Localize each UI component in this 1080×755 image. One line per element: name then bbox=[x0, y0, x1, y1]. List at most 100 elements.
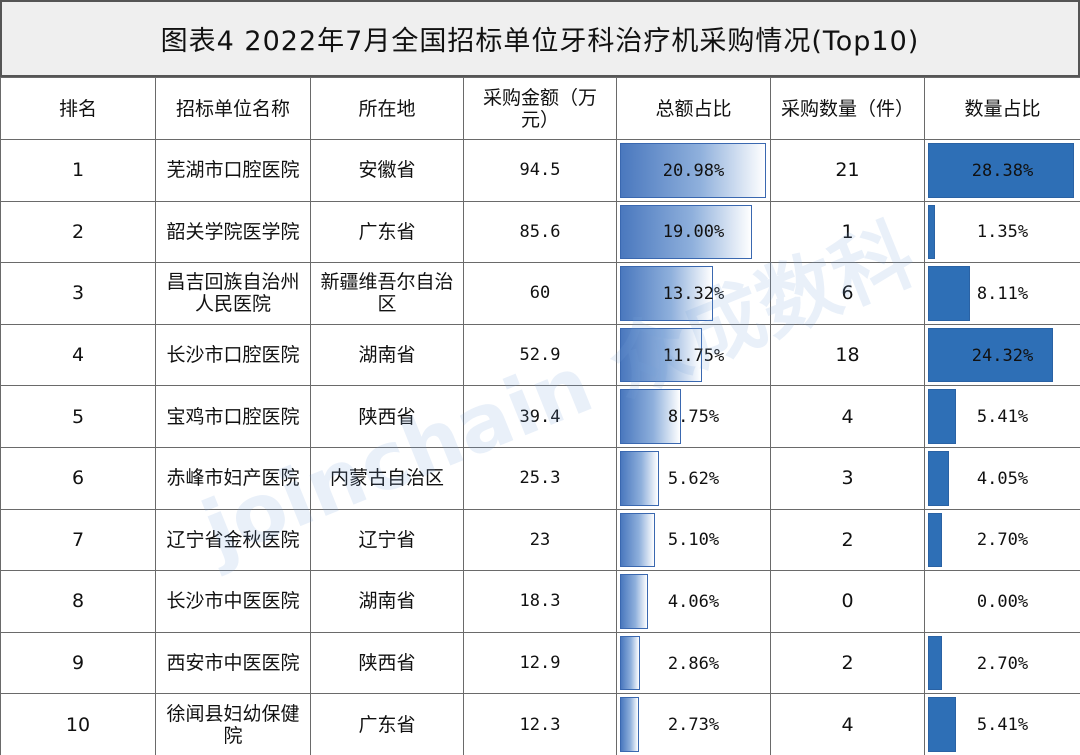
amount-cell: 23 bbox=[463, 508, 617, 572]
amount-share-label: 13.32% bbox=[662, 283, 725, 304]
quantity-share-cell: 24.32% bbox=[924, 323, 1080, 387]
quantity-cell: 1 bbox=[770, 200, 925, 264]
amount-share-bar bbox=[620, 635, 640, 691]
quantity-share-cell: 8.11% bbox=[924, 262, 1080, 325]
amount-share-bar bbox=[620, 143, 766, 198]
quantity-share-cell: 5.41% bbox=[924, 385, 1080, 448]
quantity-share-label: 5.41% bbox=[976, 715, 1029, 736]
rank-cell: 8 bbox=[0, 570, 156, 633]
rank-cell: 6 bbox=[0, 446, 156, 510]
amount-share-cell: 2.73% bbox=[616, 693, 771, 755]
amount-cell: 60 bbox=[463, 262, 617, 325]
quantity-share-cell: 0.00% bbox=[924, 570, 1080, 633]
amount-share-cell: 11.75% bbox=[616, 323, 771, 387]
header-amount: 采购金额（万元） bbox=[463, 77, 617, 140]
amount-share-bar bbox=[620, 450, 660, 506]
table-row: 10 徐闻县妇幼保健院 广东省 12.3 2.73% 4 5.41% bbox=[0, 693, 1080, 755]
location-cell: 安徽省 bbox=[310, 139, 464, 202]
unit-name-cell: 韶关学院医学院 bbox=[155, 200, 311, 264]
amount-cell: 12.9 bbox=[463, 631, 617, 695]
amount-share-label: 11.75% bbox=[662, 345, 725, 366]
table-row: 5 宝鸡市口腔医院 陕西省 39.4 8.75% 4 5.41% bbox=[0, 385, 1080, 448]
header-row: 排名 招标单位名称 所在地 采购金额（万元） 总额占比 采购数量（件） 数量占比 bbox=[0, 77, 1080, 140]
quantity-share-cell: 28.38% bbox=[924, 139, 1080, 202]
quantity-share-label: 2.70% bbox=[976, 653, 1029, 674]
table-row: 1 芜湖市口腔医院 安徽省 94.5 20.98% 21 28.38% bbox=[0, 139, 1080, 202]
header-quantity: 采购数量（件） bbox=[770, 77, 925, 140]
amount-share-label: 5.10% bbox=[667, 530, 720, 551]
unit-name-cell: 长沙市口腔医院 bbox=[155, 323, 311, 387]
rank-cell: 9 bbox=[0, 631, 156, 695]
table-row: 2 韶关学院医学院 广东省 85.6 19.00% 1 1.35% bbox=[0, 200, 1080, 264]
unit-name-cell: 辽宁省金秋医院 bbox=[155, 508, 311, 572]
amount-share-label: 19.00% bbox=[662, 222, 725, 243]
unit-name-cell: 长沙市中医医院 bbox=[155, 570, 311, 633]
amount-share-label: 5.62% bbox=[667, 468, 720, 489]
rank-cell: 5 bbox=[0, 385, 156, 448]
quantity-share-bar bbox=[928, 450, 949, 506]
rank-cell: 2 bbox=[0, 200, 156, 264]
amount-cell: 52.9 bbox=[463, 323, 617, 387]
amount-share-label: 2.86% bbox=[667, 653, 720, 674]
amount-share-bar bbox=[620, 327, 702, 383]
quantity-share-cell: 2.70% bbox=[924, 508, 1080, 572]
amount-share-label: 4.06% bbox=[667, 591, 720, 612]
unit-name-cell: 昌吉回族自治州人民医院 bbox=[155, 262, 311, 325]
amount-share-cell: 5.62% bbox=[616, 446, 771, 510]
quantity-share-label: 2.70% bbox=[976, 530, 1029, 551]
chart-title: 图表4 2022年7月全国招标单位牙科治疗机采购情况(Top10) bbox=[0, 0, 1080, 77]
quantity-share-label: 28.38% bbox=[971, 160, 1034, 181]
amount-cell: 85.6 bbox=[463, 200, 617, 264]
amount-cell: 25.3 bbox=[463, 446, 617, 510]
table-body: 1 芜湖市口腔医院 安徽省 94.5 20.98% 21 28.38% 2 韶关学院医学院 广东省… bbox=[0, 139, 1080, 755]
amount-share-label: 8.75% bbox=[667, 407, 720, 428]
amount-share-bar bbox=[620, 204, 753, 260]
quantity-share-label: 24.32% bbox=[971, 345, 1034, 366]
quantity-cell: 4 bbox=[770, 385, 925, 448]
quantity-cell: 4 bbox=[770, 693, 925, 755]
quantity-cell: 21 bbox=[770, 139, 925, 202]
header-rank: 排名 bbox=[0, 77, 156, 140]
quantity-share-bar bbox=[928, 266, 970, 321]
location-cell: 湖南省 bbox=[310, 323, 464, 387]
amount-share-label: 20.98% bbox=[662, 160, 725, 181]
amount-share-label: 2.73% bbox=[667, 715, 720, 736]
rank-cell: 3 bbox=[0, 262, 156, 325]
rank-cell: 1 bbox=[0, 139, 156, 202]
amount-share-cell: 19.00% bbox=[616, 200, 771, 264]
amount-share-cell: 8.75% bbox=[616, 385, 771, 448]
quantity-share-bar bbox=[928, 327, 1054, 383]
amount-share-cell: 20.98% bbox=[616, 139, 771, 202]
amount-share-cell: 4.06% bbox=[616, 570, 771, 633]
location-cell: 陕西省 bbox=[310, 385, 464, 448]
location-cell: 新疆维吾尔自治区 bbox=[310, 262, 464, 325]
quantity-share-cell: 4.05% bbox=[924, 446, 1080, 510]
table-row: 8 长沙市中医医院 湖南省 18.3 4.06% 0 0.00% bbox=[0, 570, 1080, 633]
amount-share-bar bbox=[620, 574, 649, 629]
header-unit: 招标单位名称 bbox=[155, 77, 311, 140]
quantity-share-bar bbox=[928, 697, 956, 752]
location-cell: 辽宁省 bbox=[310, 508, 464, 572]
location-cell: 内蒙古自治区 bbox=[310, 446, 464, 510]
amount-cell: 12.3 bbox=[463, 693, 617, 755]
header-quantity-share: 数量占比 bbox=[924, 77, 1080, 140]
rank-cell: 4 bbox=[0, 323, 156, 387]
unit-name-cell: 芜湖市口腔医院 bbox=[155, 139, 311, 202]
quantity-cell: 18 bbox=[770, 323, 925, 387]
unit-name-cell: 宝鸡市口腔医院 bbox=[155, 385, 311, 448]
quantity-share-label: 1.35% bbox=[976, 222, 1029, 243]
unit-name-cell: 赤峰市妇产医院 bbox=[155, 446, 311, 510]
quantity-share-label: 8.11% bbox=[976, 283, 1029, 304]
unit-name-cell: 徐闻县妇幼保健院 bbox=[155, 693, 311, 755]
quantity-share-bar bbox=[928, 635, 942, 691]
table-row: 7 辽宁省金秋医院 辽宁省 23 5.10% 2 2.70% bbox=[0, 508, 1080, 572]
quantity-cell: 3 bbox=[770, 446, 925, 510]
header-amount-share: 总额占比 bbox=[616, 77, 771, 140]
location-cell: 广东省 bbox=[310, 200, 464, 264]
rank-cell: 10 bbox=[0, 693, 156, 755]
amount-share-cell: 2.86% bbox=[616, 631, 771, 695]
header-location: 所在地 bbox=[310, 77, 464, 140]
unit-name-cell: 西安市中医医院 bbox=[155, 631, 311, 695]
quantity-share-bar bbox=[928, 143, 1074, 198]
